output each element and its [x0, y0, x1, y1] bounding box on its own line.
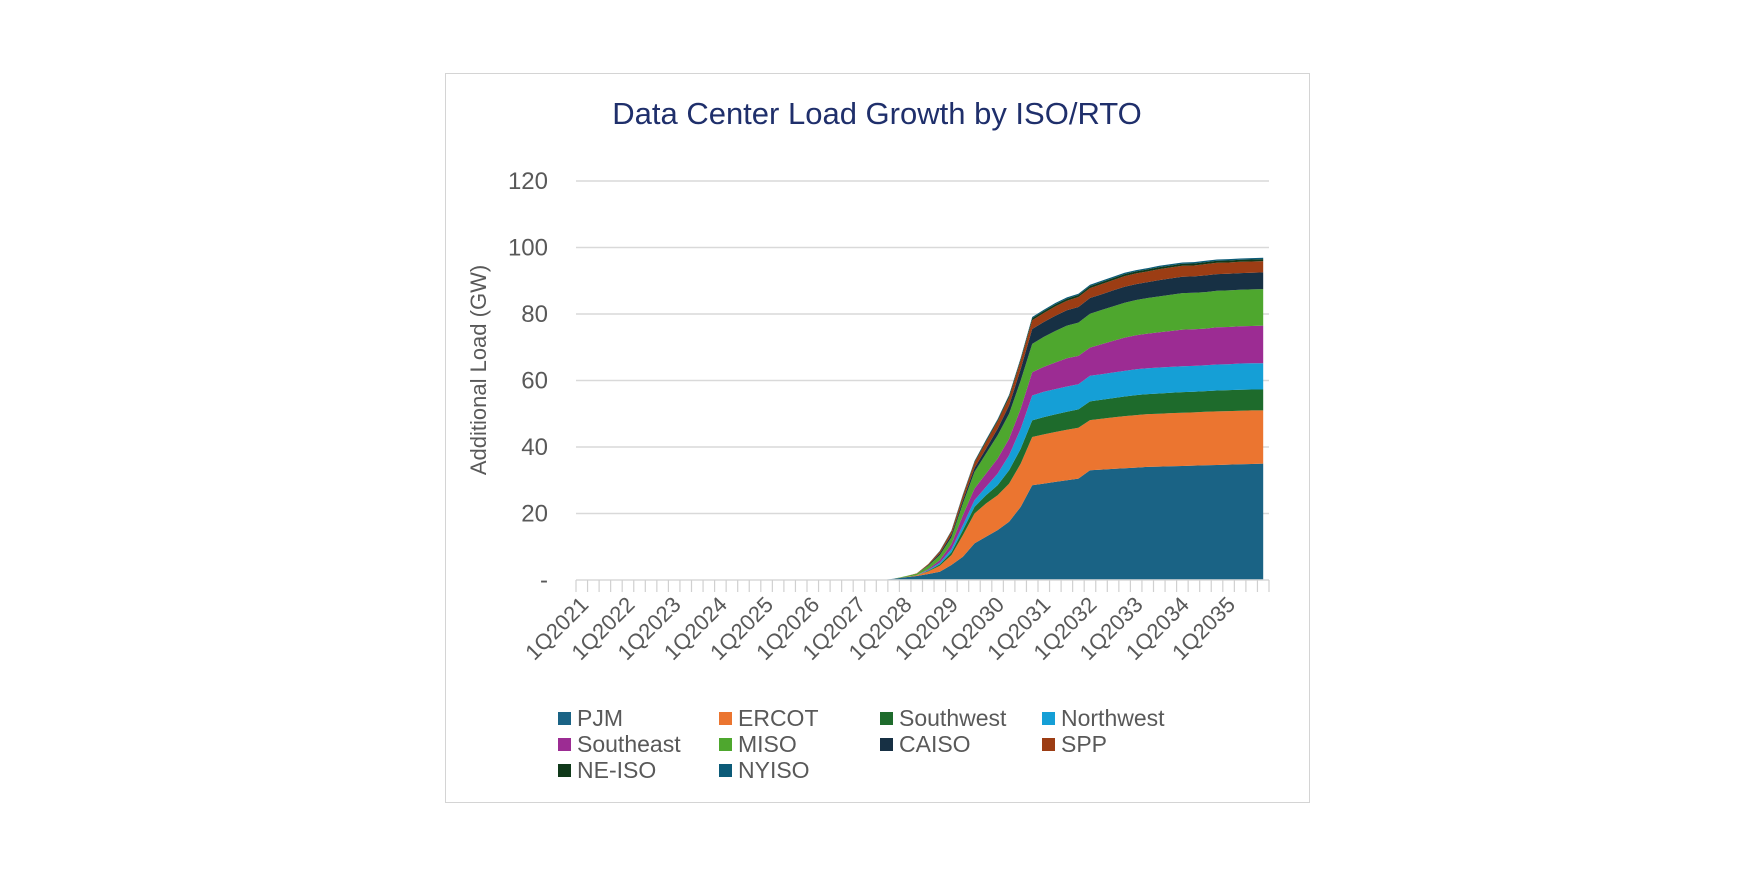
legend-swatch-southwest — [880, 712, 893, 725]
y-tick-label: 60 — [521, 368, 548, 395]
legend: PJM ERCOT Southwest Northwest Southeast MISO C… — [558, 705, 1165, 783]
y-tick-label: 100 — [508, 235, 548, 262]
y-tick-label: - — [540, 567, 548, 594]
legend-label-pjm: PJM — [577, 705, 623, 731]
legend-label-southeast: Southeast — [577, 731, 681, 757]
chart-title: Data Center Load Growth by ISO/RTO — [612, 96, 1142, 131]
legend-swatch-miso — [719, 738, 732, 751]
legend-swatch-ercot — [719, 712, 732, 725]
y-tick-label: 80 — [521, 301, 548, 328]
legend-swatch-spp — [1042, 738, 1055, 751]
y-tick-label: 120 — [508, 168, 548, 195]
legend-swatch-caiso — [880, 738, 893, 751]
legend-swatch-southeast — [558, 738, 571, 751]
y-axis-title: Additional Load (GW) — [466, 265, 491, 475]
legend-label-caiso: CAISO — [899, 731, 971, 757]
y-tick-label: 20 — [521, 501, 548, 528]
legend-label-spp: SPP — [1061, 731, 1107, 757]
legend-swatch-northwest — [1042, 712, 1055, 725]
legend-label-ercot: ERCOT — [738, 705, 819, 731]
legend-swatch-pjm — [558, 712, 571, 725]
y-tick-label: 40 — [521, 434, 548, 461]
chart-frame: Data Center Load Growth by ISO/RTO Addit… — [445, 73, 1310, 803]
area-layer — [720, 258, 1263, 580]
legend-label-southwest: Southwest — [899, 705, 1007, 731]
legend-label-miso: MISO — [738, 731, 797, 757]
legend-label-ne-iso: NE-ISO — [577, 757, 656, 783]
legend-swatch-ne-iso — [558, 764, 571, 777]
legend-swatch-nyiso — [719, 764, 732, 777]
chart-svg: Data Center Load Growth by ISO/RTO Addit… — [446, 74, 1308, 801]
legend-label-northwest: Northwest — [1061, 705, 1165, 731]
legend-label-nyiso: NYISO — [738, 757, 810, 783]
